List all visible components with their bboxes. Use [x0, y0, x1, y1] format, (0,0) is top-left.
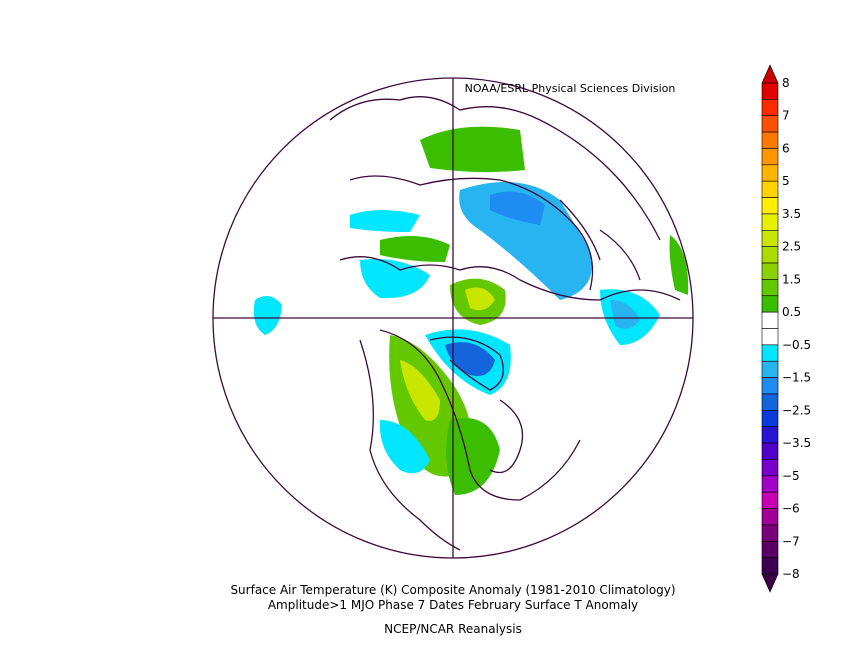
colorbar-label: 2.5 [782, 240, 801, 254]
colorbar-box [761, 426, 779, 444]
colorbar-box [761, 410, 779, 428]
colorbar-box [761, 360, 779, 378]
colorbar-box [761, 311, 779, 329]
colorbar-box [761, 491, 779, 509]
colorbar-arrow [761, 573, 779, 593]
colorbar-label: −0.5 [782, 338, 811, 352]
anomaly-fill [253, 126, 689, 495]
colorbar-box [761, 459, 779, 477]
colorbar-box [761, 524, 779, 542]
colorbar-box [761, 131, 779, 149]
colorbar-box [761, 99, 779, 117]
colorbar-box [761, 295, 779, 313]
caption-source: NCEP/NCAR Reanalysis [384, 622, 522, 636]
colorbar-label: 1.5 [782, 272, 801, 286]
colorbar-box [761, 442, 779, 460]
colorbar-label: 6 [782, 141, 790, 155]
colorbar-label: −8 [782, 567, 800, 581]
colorbar-box [761, 540, 779, 558]
colorbar-label: 3.5 [782, 207, 801, 221]
colorbar-box [761, 115, 779, 133]
colorbar-label: 8 [782, 76, 790, 90]
colorbar-box [761, 246, 779, 264]
colorbar-box [761, 344, 779, 362]
colorbar-label: −5 [782, 469, 800, 483]
colorbar-label: −7 [782, 534, 800, 548]
colorbar-box [761, 164, 779, 182]
map [253, 96, 689, 551]
coastlines [329, 96, 681, 551]
caption-title: Surface Air Temperature (K) Composite An… [230, 583, 675, 597]
caption-subtitle: Amplitude>1 MJO Phase 7 Dates February S… [268, 598, 638, 612]
colorbar-box [761, 230, 779, 247]
colorbar-box [761, 197, 779, 215]
credit: NOAA/ESRL Physical Sciences Division [465, 82, 676, 95]
colorbar-box [761, 508, 779, 526]
colorbar-arrow [761, 64, 779, 84]
colorbar-label: −2.5 [782, 403, 811, 417]
colorbar-box [761, 262, 779, 280]
colorbar-label: 5 [782, 174, 790, 188]
colorbar-box [761, 328, 779, 346]
colorbar-label: −6 [782, 502, 800, 516]
colorbar-box [761, 279, 779, 297]
colorbar-label: 0.5 [782, 305, 801, 319]
colorbar-label: −1.5 [782, 371, 811, 385]
colorbar-box [761, 377, 779, 395]
colorbar-label: 7 [782, 109, 790, 123]
colorbar-box [761, 148, 779, 166]
colorbar: 8 7 6 5 3.5 2.5 1.5 0.5 −0.5 −1.5 −2.5 −3.5 −5 −6 −7 −8 [761, 64, 811, 593]
colorbar-box [761, 180, 779, 198]
colorbar-label: −3.5 [782, 436, 811, 450]
colorbar-box [761, 213, 779, 231]
colorbar-box [761, 82, 779, 100]
colorbar-box [761, 475, 779, 493]
colorbar-box [761, 557, 779, 575]
colorbar-box [761, 393, 779, 411]
